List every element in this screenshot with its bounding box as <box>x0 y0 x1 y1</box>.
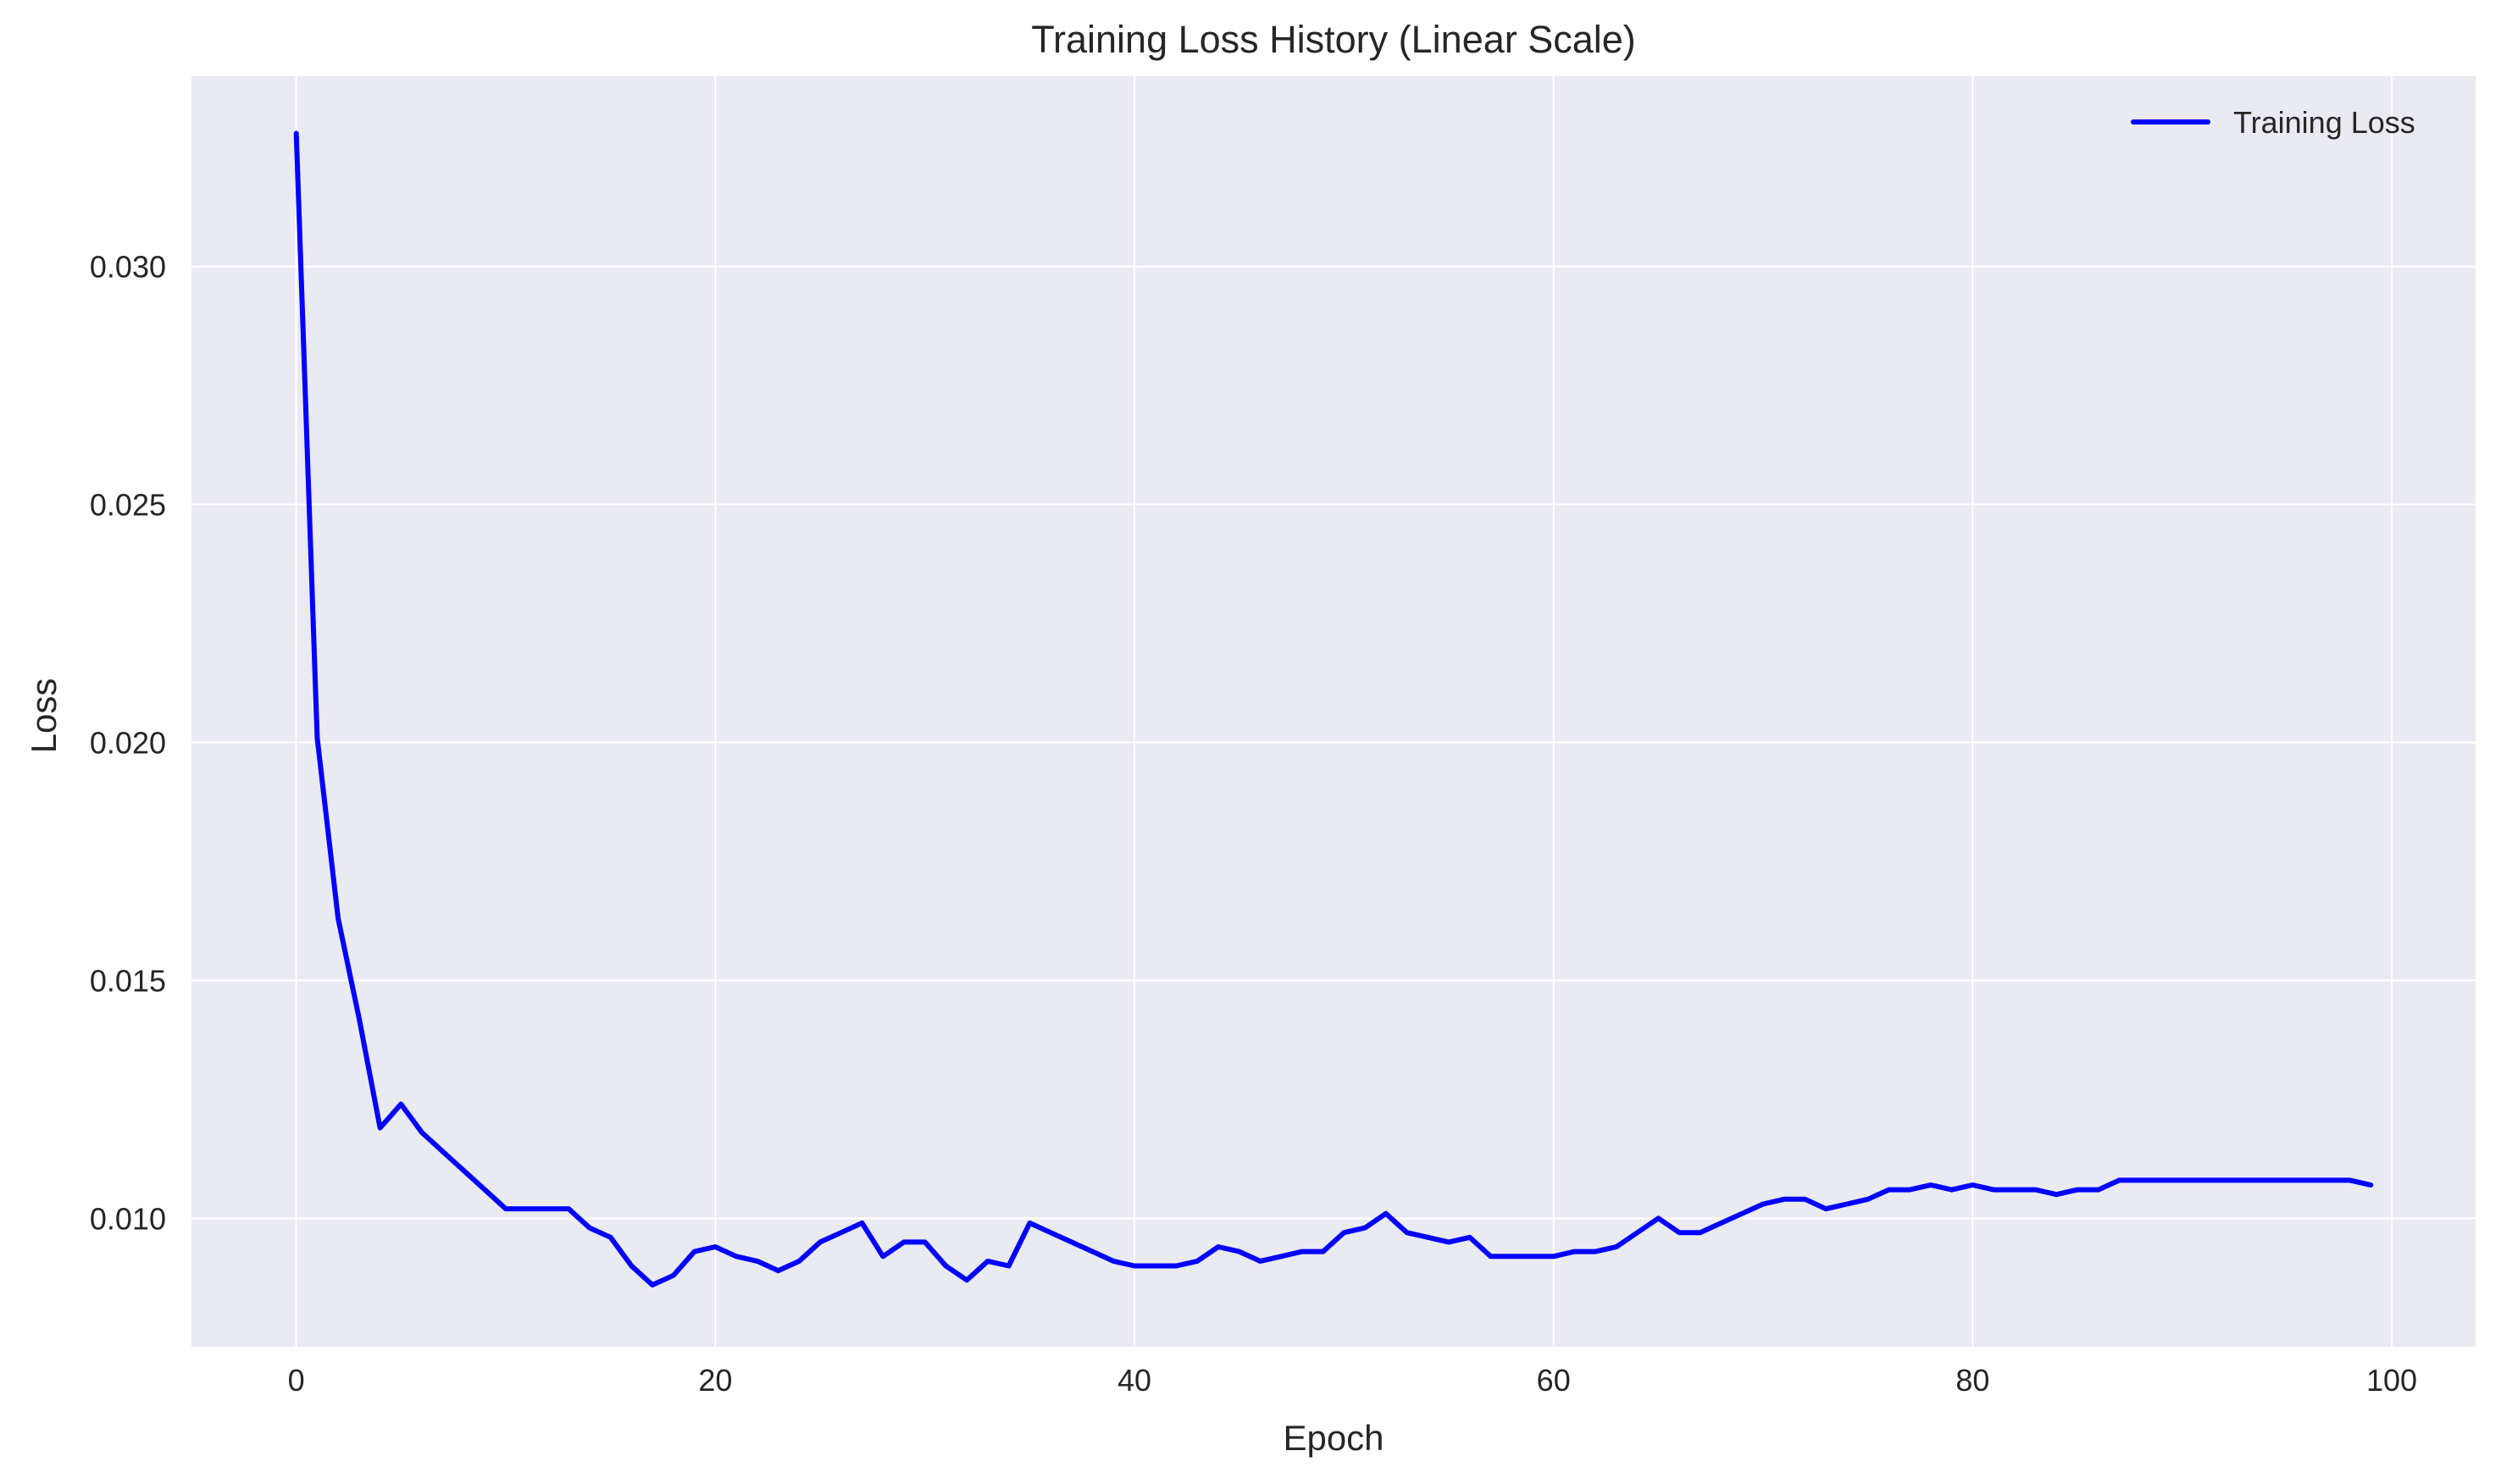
y-tick-label: 0.030 <box>90 250 166 285</box>
y-tick-label: 0.025 <box>90 488 166 523</box>
series-layer <box>293 130 2374 1287</box>
grid-lines <box>191 76 2476 1347</box>
x-axis-ticks: 0 20 40 60 80 100 <box>288 1363 2417 1398</box>
x-tick-label: 20 <box>698 1363 732 1398</box>
y-axis-label: Loss <box>24 678 64 754</box>
plot-area <box>191 76 2476 1347</box>
x-tick-label: 40 <box>1117 1363 1151 1398</box>
x-tick-label: 100 <box>2366 1363 2417 1398</box>
y-tick-label: 0.015 <box>90 963 166 998</box>
legend: Training Loss <box>2131 105 2415 140</box>
x-tick-label: 0 <box>288 1363 305 1398</box>
legend-label-training-loss: Training Loss <box>2233 105 2415 140</box>
chart-title: Training Loss History (Linear Scale) <box>1031 18 1636 61</box>
y-axis-ticks: 0.010 0.015 0.020 0.025 0.030 <box>90 250 166 1237</box>
x-tick-label: 60 <box>1537 1363 1571 1398</box>
y-tick-label: 0.020 <box>90 726 166 761</box>
y-tick-label: 0.010 <box>90 1201 166 1236</box>
x-tick-label: 80 <box>1955 1363 1989 1398</box>
x-axis-label: Epoch <box>1283 1418 1384 1458</box>
series-line-training-loss <box>293 130 2374 1287</box>
